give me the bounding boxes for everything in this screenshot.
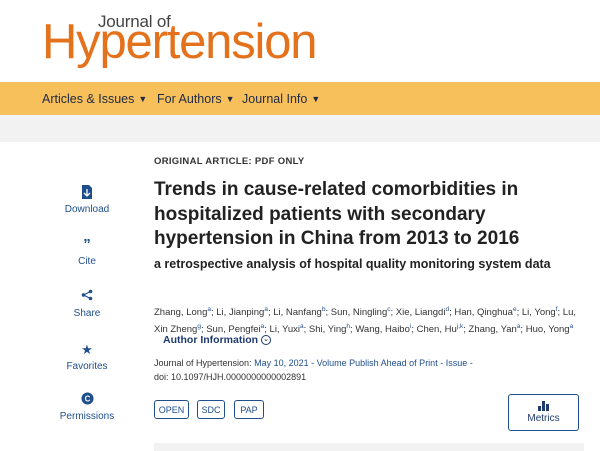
chevron-down-icon: ⌄	[261, 335, 272, 346]
author-information-label: Author Information	[163, 334, 259, 346]
sidebar-item-favorites[interactable]: ★ Favorites	[46, 342, 128, 372]
author-name[interactable]: Sun, Pengfeia	[206, 323, 265, 336]
author-affiliation-marker: d	[445, 306, 450, 313]
chevron-down-icon: ▼	[138, 93, 148, 104]
content-divider	[154, 443, 584, 451]
author-affiliation-marker: h	[346, 323, 351, 331]
nav-item-label: For Authors	[157, 91, 222, 106]
chevron-down-icon: ▼	[311, 93, 321, 104]
header-spacer	[0, 115, 600, 142]
author-name[interactable]: Li, Jianpinga	[216, 306, 268, 319]
share-icon	[46, 289, 128, 305]
citation-info: Journal of Hypertension: May 10, 2021 - …	[154, 356, 584, 384]
author-name[interactable]: Zhang, Longa	[154, 306, 211, 319]
author-list: Zhang, Longa; Li, Jianpinga; Li, Nanfang…	[154, 306, 577, 336]
author-name[interactable]: Li, Yuxia	[269, 323, 304, 336]
copyright-icon: C	[46, 392, 128, 408]
main-nav: Articles & Issues ▼ For Authors ▼ Journa…	[0, 82, 600, 115]
sidebar-item-permissions[interactable]: C Permissions	[46, 392, 128, 422]
sidebar-item-label: Favorites	[66, 361, 108, 372]
nav-journal-info[interactable]: Journal Info ▼	[242, 82, 320, 115]
nav-for-authors[interactable]: For Authors ▼	[157, 82, 235, 115]
author-affiliation-marker: a	[260, 323, 265, 331]
author-affiliation-marker: a	[569, 323, 574, 331]
sidebar-item-download[interactable]: Download	[46, 185, 128, 215]
logo-top-text: Journal of	[98, 12, 171, 31]
author-name[interactable]: Shi, Yingh	[308, 323, 351, 336]
author-affiliation-marker: b	[321, 306, 326, 313]
nav-item-label: Journal Info	[242, 91, 308, 106]
author-name[interactable]: Han, Qinghuae	[454, 306, 517, 319]
author-affiliation-marker: a	[300, 323, 304, 331]
citation-doi: doi: 10.1097/HJH.0000000000002891	[154, 372, 307, 382]
author-affiliation-marker: f	[555, 306, 558, 313]
metrics-button[interactable]: Metrics	[508, 394, 579, 431]
author-name[interactable]: Zhang, Yana	[468, 323, 521, 336]
sidebar-item-share[interactable]: Share	[46, 289, 128, 319]
bar-chart-icon	[537, 401, 550, 411]
sidebar-item-cite[interactable]: ” Cite	[46, 236, 128, 268]
journal-logo[interactable]: Journal of Hypertension	[40, 10, 380, 74]
article-type-label: ORIGINAL ARTICLE: PDF ONLY	[154, 156, 305, 167]
pap-badge[interactable]: PAP	[234, 400, 264, 419]
author-information-toggle[interactable]: Author Information ⌄	[163, 334, 272, 346]
author-name[interactable]: Huo, Yonga	[525, 323, 574, 336]
chevron-down-icon: ▼	[225, 93, 235, 104]
nav-articles-issues[interactable]: Articles & Issues ▼	[42, 82, 147, 115]
author-affiliation-marker: e	[512, 306, 517, 313]
author-name[interactable]: Chen, Huj,k	[416, 323, 464, 336]
sidebar-item-label: Permissions	[59, 411, 115, 422]
citation-journal: Journal of Hypertension:	[154, 358, 252, 368]
author-name[interactable]: Wang, Haiboi	[355, 323, 412, 336]
citation-date-volume[interactable]: May 10, 2021 - Volume Publish Ahead of P…	[254, 358, 473, 368]
article-subtitle: a retrospective analysis of hospital qua…	[154, 257, 551, 271]
metrics-label: Metrics	[527, 413, 560, 424]
author-affiliation-marker: c	[387, 306, 391, 313]
star-icon: ★	[81, 342, 93, 357]
quote-icon: ”	[83, 236, 91, 253]
nav-item-label: Articles & Issues	[42, 91, 135, 106]
author-name[interactable]: Xie, Liangdid	[395, 306, 450, 319]
author-name[interactable]: Li, Nanfangb	[273, 306, 326, 319]
author-name[interactable]: Sun, Ninglingc	[330, 306, 391, 319]
logo-main-text: Hypertension	[42, 15, 318, 69]
author-affiliation-marker: g	[197, 323, 201, 331]
author-name[interactable]: Lu, Xin Zhengg	[154, 307, 577, 336]
sidebar-item-label: Download	[64, 204, 110, 215]
author-affiliation-marker: j,k	[456, 323, 464, 331]
author-affiliation-marker: i	[409, 323, 412, 331]
author-name[interactable]: Li, Yongf	[521, 306, 558, 319]
open-badge[interactable]: OPEN	[154, 400, 189, 419]
sidebar-item-label: Share	[73, 308, 101, 319]
article-title: Trends in cause-related comorbidities in…	[154, 179, 520, 249]
author-affiliation-marker: a	[516, 323, 521, 331]
sdc-badge[interactable]: SDC	[197, 400, 225, 419]
svg-text:C: C	[84, 394, 90, 403]
sidebar-item-label: Cite	[78, 256, 96, 267]
pdf-download-icon	[46, 185, 128, 201]
author-affiliation-marker: a	[264, 306, 268, 313]
author-affiliation-marker: a	[207, 306, 211, 313]
